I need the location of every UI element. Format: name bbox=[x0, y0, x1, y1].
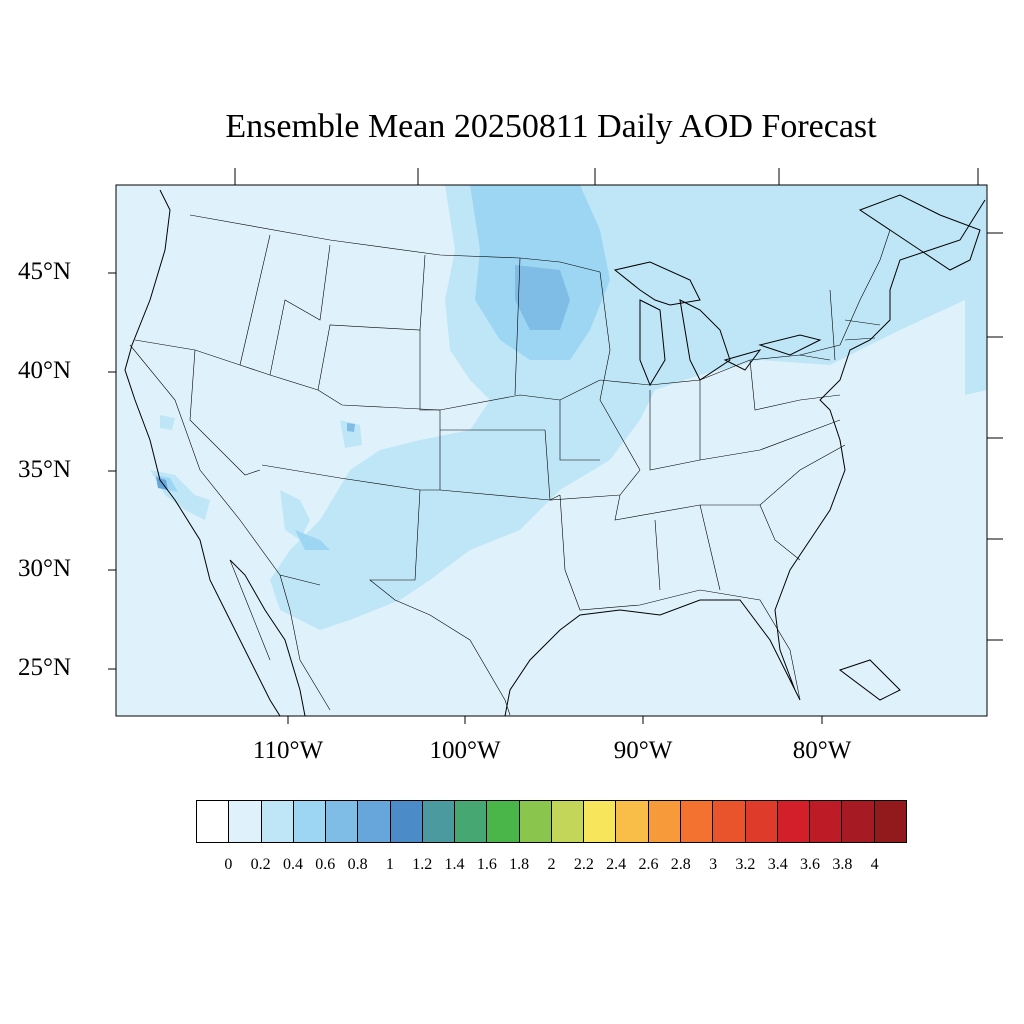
lon-label-100w: 100°W bbox=[429, 737, 501, 764]
lat-label-40: 40°N bbox=[18, 357, 72, 384]
colorbar-box bbox=[584, 801, 617, 842]
colorbar-label: 4 bbox=[870, 856, 879, 873]
lon-label-110w: 110°W bbox=[252, 737, 324, 764]
boundaries bbox=[129, 214, 891, 716]
lat-label-45: 45°N bbox=[18, 258, 72, 285]
colorbar-box bbox=[648, 801, 681, 842]
colorbar-label: 1.8 bbox=[509, 856, 530, 873]
colorbar-box bbox=[551, 801, 585, 842]
colorbar-label: 3.8 bbox=[832, 856, 853, 873]
axis-ticks bbox=[108, 168, 1003, 724]
colorbar-label: 3.4 bbox=[767, 856, 788, 873]
colorbar-box bbox=[519, 801, 552, 842]
colorbar-label: 2.2 bbox=[573, 856, 594, 873]
colorbar-label: 1.2 bbox=[412, 856, 433, 873]
colorbar-label: 0.8 bbox=[347, 856, 368, 873]
colorbar-box bbox=[810, 801, 843, 842]
lon-label-80w: 80°W bbox=[792, 737, 852, 764]
colorbar-box bbox=[713, 801, 746, 842]
colorbar-box bbox=[390, 801, 423, 842]
colorbar-label: 1.4 bbox=[444, 856, 465, 873]
colorbar-label: 3.2 bbox=[735, 856, 756, 873]
colorbar-label: 3 bbox=[709, 856, 718, 873]
colorbar-box bbox=[777, 801, 811, 842]
lat-label-35: 35°N bbox=[18, 456, 72, 483]
colorbar-label: 1 bbox=[385, 856, 394, 873]
coastlines bbox=[124, 189, 986, 716]
colorbar-label: 2.8 bbox=[670, 856, 691, 873]
colorbar bbox=[196, 800, 907, 843]
colorbar-box bbox=[745, 801, 778, 842]
colorbar-box bbox=[874, 801, 906, 842]
colorbar-label: 0 bbox=[224, 856, 233, 873]
colorbar-label: 1.6 bbox=[476, 856, 497, 873]
colorbar-box bbox=[842, 801, 875, 842]
colorbar-box bbox=[326, 801, 359, 842]
colorbar-box bbox=[680, 801, 714, 842]
colorbar-box bbox=[293, 801, 327, 842]
map-frame bbox=[115, 184, 988, 717]
colorbar-label: 0.6 bbox=[315, 856, 336, 873]
lat-label-30: 30°N bbox=[18, 555, 72, 582]
colorbar-label: 2.6 bbox=[638, 856, 659, 873]
colorbar-label: 2.4 bbox=[606, 856, 627, 873]
colorbar-box bbox=[229, 801, 262, 842]
colorbar-box bbox=[261, 801, 294, 842]
colorbar-label: 0.4 bbox=[282, 856, 303, 873]
colorbar-box bbox=[616, 801, 649, 842]
colorbar-box bbox=[358, 801, 391, 842]
colorbar-label: 3.6 bbox=[800, 856, 821, 873]
colorbar-box bbox=[197, 801, 230, 842]
colorbar-label: 2 bbox=[547, 856, 556, 873]
map-title: Ensemble Mean 20250811 Daily AOD Forecas… bbox=[225, 108, 877, 145]
colorbar-box bbox=[422, 801, 456, 842]
aod-shade-light bbox=[150, 185, 987, 630]
lon-label-90w: 90°W bbox=[613, 737, 673, 764]
lat-label-25: 25°N bbox=[18, 654, 72, 681]
colorbar-box bbox=[487, 801, 520, 842]
colorbar-box bbox=[455, 801, 488, 842]
colorbar-label: 0.2 bbox=[250, 856, 271, 873]
